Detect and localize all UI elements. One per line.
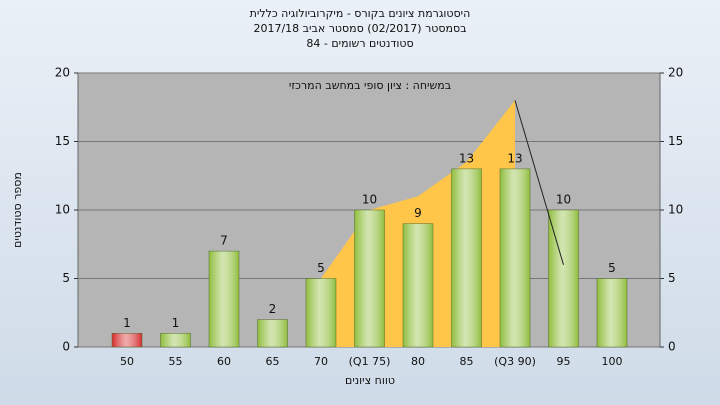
data-label: 5 [317, 261, 325, 275]
y-tick-label: 5 [62, 271, 70, 285]
x-tick-label: (Q3 90) [494, 355, 536, 368]
y2-tick-label: 0 [668, 340, 676, 354]
y-tick-label: 0 [62, 340, 70, 354]
data-label: 13 [507, 151, 522, 165]
x-tick-label: 80 [411, 355, 425, 368]
bar-shine [257, 319, 288, 348]
y2-tick-label: 10 [668, 203, 683, 217]
title-line: היסטוגרמת ציונים בקורס - מיקרוביולוגיה כ… [250, 7, 471, 20]
x-tick-label: (Q1 75) [349, 355, 391, 368]
x-tick-label: 60 [217, 355, 231, 368]
bar-shine [548, 209, 579, 348]
bar-shine [111, 333, 143, 348]
title-line: סטודנטים רשומים - 84 [306, 37, 413, 50]
data-label: 13 [459, 151, 474, 165]
bar-shine [596, 278, 628, 348]
data-label: 1 [123, 316, 131, 330]
bar-shine [354, 209, 385, 348]
data-label: 7 [220, 234, 228, 248]
x-tick-label: 70 [314, 355, 328, 368]
y2-tick-label: 20 [668, 66, 683, 80]
line [514, 100, 564, 265]
data-label: 10 [362, 193, 377, 207]
x-axis-title: טווח ציונים [345, 374, 395, 387]
x-tick-label: 55 [169, 355, 183, 368]
data-label: 5 [608, 261, 616, 275]
x-tick-label: 100 [602, 355, 623, 368]
annotation: במשיחה : ציון סופי במחשב המרכזי [289, 79, 451, 92]
bar-shine [208, 250, 240, 348]
data-label: 2 [269, 302, 277, 316]
data-label: 9 [414, 206, 422, 220]
x-tick-label: 85 [460, 355, 474, 368]
y-tick-label: 15 [55, 134, 70, 148]
y-axis-title: מספר סטודנטים [11, 172, 24, 248]
bar-shine [402, 223, 434, 348]
bar-shine [451, 168, 482, 348]
bar-shine [305, 278, 337, 348]
y2-tick-label: 5 [668, 271, 676, 285]
title-line: בסמסטר (02/2017) סמסטר אביב 2017/18 [253, 22, 466, 35]
x-tick-label: 95 [557, 355, 571, 368]
bar-shine [160, 333, 191, 348]
data-label: 10 [556, 193, 571, 207]
y2-tick-label: 15 [668, 134, 683, 148]
x-tick-label: 50 [120, 355, 134, 368]
bar-shine [499, 168, 531, 348]
data-label: 1 [172, 316, 180, 330]
y-tick-label: 20 [55, 66, 70, 80]
x-tick-label: 65 [266, 355, 280, 368]
y-tick-label: 10 [55, 203, 70, 217]
